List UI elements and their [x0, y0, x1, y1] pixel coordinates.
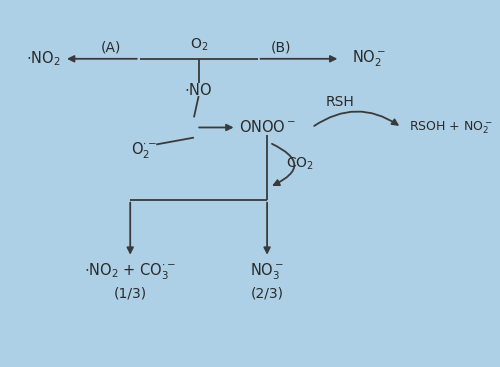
Text: (2/3): (2/3) [250, 287, 284, 301]
Text: (A): (A) [101, 41, 121, 55]
Text: $\cdot$NO: $\cdot$NO [184, 81, 213, 98]
Text: $\cdot$NO$_2$ + CO$_3^{\cdot -}$: $\cdot$NO$_2$ + CO$_3^{\cdot -}$ [84, 262, 176, 282]
Text: O$_2$: O$_2$ [190, 36, 208, 52]
Text: RSH: RSH [326, 95, 354, 109]
Text: RSOH + NO$_2^-$: RSOH + NO$_2^-$ [410, 119, 493, 136]
Text: O$_2^{\cdot -}$: O$_2^{\cdot -}$ [131, 141, 158, 161]
Text: ONOO$^-$: ONOO$^-$ [238, 120, 296, 135]
Text: CO$_2$: CO$_2$ [286, 155, 314, 172]
Text: (B): (B) [271, 41, 291, 55]
Text: NO$_2^-$: NO$_2^-$ [352, 48, 386, 69]
Text: NO$_3^-$: NO$_3^-$ [250, 262, 284, 282]
Text: (1/3): (1/3) [114, 287, 147, 301]
Text: $\cdot$NO$_2$: $\cdot$NO$_2$ [26, 50, 60, 68]
